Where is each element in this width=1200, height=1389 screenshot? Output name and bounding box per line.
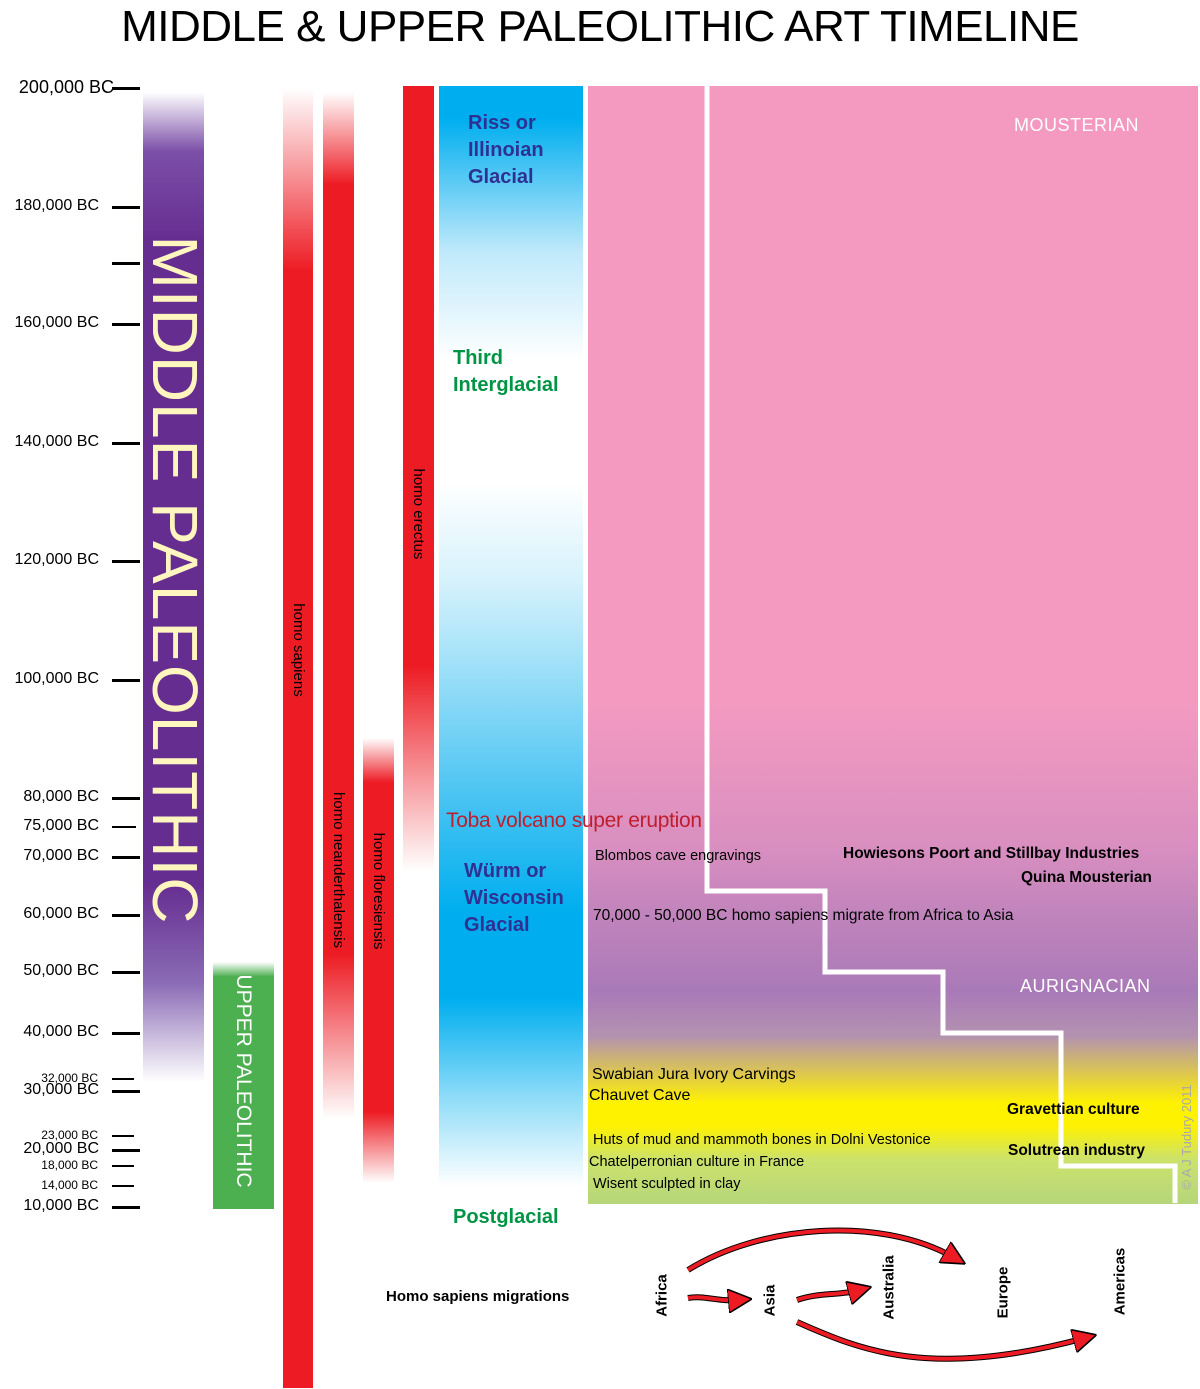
axis-tick	[112, 1206, 140, 1209]
third-line-1: Third	[453, 347, 503, 369]
climate-band	[439, 86, 583, 1186]
toba-eruption-label: Toba volcano super eruption	[446, 809, 702, 832]
riss-glacial-label: Riss or Illinoian Glacial	[468, 110, 544, 191]
riss-line-3: Glacial	[468, 166, 534, 188]
axis-tick-label: 100,000 BC	[14, 670, 99, 687]
riss-line-1: Riss or	[468, 112, 536, 134]
axis-tick-label: 120,000 BC	[14, 551, 99, 568]
mousterian-label: MOUSTERIAN	[1014, 115, 1140, 135]
axis-tick-label: 20,000 BC	[23, 1140, 99, 1157]
wurm-line-1: Würm or	[464, 860, 547, 882]
homo-sapiens-bar	[283, 88, 313, 1388]
axis-tick-label: 50,000 BC	[23, 962, 99, 979]
axis-tick	[112, 262, 140, 265]
wurm-glacial-label: Würm or Wisconsin Glacial	[464, 858, 564, 939]
chatelperronian-event: Chatelperronian culture in France	[589, 1154, 805, 1170]
axis-tick-label: 40,000 BC	[23, 1023, 99, 1040]
wurm-line-3: Glacial	[464, 914, 530, 936]
asia-australia-arrow	[796, 1290, 860, 1300]
page-title: MIDDLE & UPPER PALEOLITHIC ART TIMELINE	[121, 2, 1079, 51]
axis-tick-label: 70,000 BC	[23, 847, 99, 864]
axis-tick	[112, 679, 140, 682]
axis-tick	[112, 971, 140, 974]
culture-band	[588, 86, 1198, 1204]
axis-tick-label: 160,000 BC	[14, 314, 99, 331]
homo-erectus-bar	[403, 86, 434, 871]
migrate-event: 70,000 - 50,000 BC homo sapiens migrate …	[593, 907, 1014, 924]
axis-tick-label: 30,000 BC	[23, 1081, 99, 1098]
wurm-line-2: Wisconsin	[464, 887, 564, 909]
third-line-2: Interglacial	[453, 374, 559, 396]
axis-tick-label: 140,000 BC	[14, 433, 99, 450]
middle-paleolithic-band	[143, 92, 204, 1082]
riss-line-2: Illinoian	[468, 139, 544, 161]
solutrean-industry: Solutrean industry	[1008, 1142, 1145, 1159]
axis-tick-label: 14,000 BC	[41, 1178, 98, 1192]
homo-floresiensis-bar	[363, 738, 394, 1183]
axis-tick	[112, 856, 140, 859]
axis-tick-label: 80,000 BC	[23, 788, 99, 805]
africa-asia-arrow	[687, 1297, 740, 1300]
axis-tick	[112, 442, 140, 445]
axis-tick-label: 75,000 BC	[23, 817, 99, 834]
axis-tick	[112, 323, 140, 326]
axis-tick-label: 200,000 BC	[18, 77, 114, 97]
africa-europe-arrow	[686, 1228, 955, 1272]
upper-paleolithic-band	[213, 962, 274, 1209]
third-interglacial-label: Third Interglacial	[453, 345, 559, 399]
gravettian-industry: Gravettian culture	[1007, 1101, 1140, 1118]
swabian-event: Swabian Jura Ivory Carvings	[592, 1066, 796, 1083]
axis-tick-label: 32,000 BC	[41, 1071, 98, 1085]
huts-event: Huts of mud and mammoth bones in Dolni V…	[593, 1132, 931, 1148]
homo-neanderthalensis-bar	[323, 92, 354, 1119]
axis-tick-label: 23,000 BC	[41, 1128, 98, 1142]
axis-tick	[112, 826, 136, 828]
axis-tick	[112, 797, 140, 800]
axis-tick	[112, 1165, 134, 1167]
axis-tick-label: 60,000 BC	[23, 905, 99, 922]
quina-industry: Quina Mousterian	[1021, 869, 1152, 886]
axis-tick	[112, 1078, 134, 1080]
wisent-event: Wisent sculpted in clay	[593, 1176, 741, 1192]
axis-tick	[112, 914, 140, 917]
axis-tick	[112, 1149, 140, 1152]
axis-tick-label: 18,000 BC	[41, 1158, 98, 1172]
axis-tick	[112, 1090, 140, 1093]
migrations-label: Homo sapiens migrations	[386, 1288, 570, 1305]
axis-tick	[112, 87, 140, 90]
axis-tick	[112, 560, 140, 563]
axis-tick-label: 10,000 BC	[23, 1197, 99, 1214]
axis-tick	[112, 206, 140, 209]
blombos-event: Blombos cave engravings	[595, 848, 762, 864]
axis-tick	[112, 1032, 140, 1035]
asia-americas-arrow	[796, 1320, 1085, 1361]
chauvet-event: Chauvet Cave	[589, 1087, 691, 1104]
axis-tick-label: 180,000 BC	[14, 197, 99, 214]
aurignacian-label: AURIGNACIAN	[1020, 976, 1151, 996]
axis-tick	[112, 1135, 134, 1137]
howiesons-industry: Howiesons Poort and Stillbay Industries	[843, 845, 1140, 862]
axis-tick	[112, 1185, 134, 1187]
postglacial-label: Postglacial	[453, 1206, 559, 1228]
